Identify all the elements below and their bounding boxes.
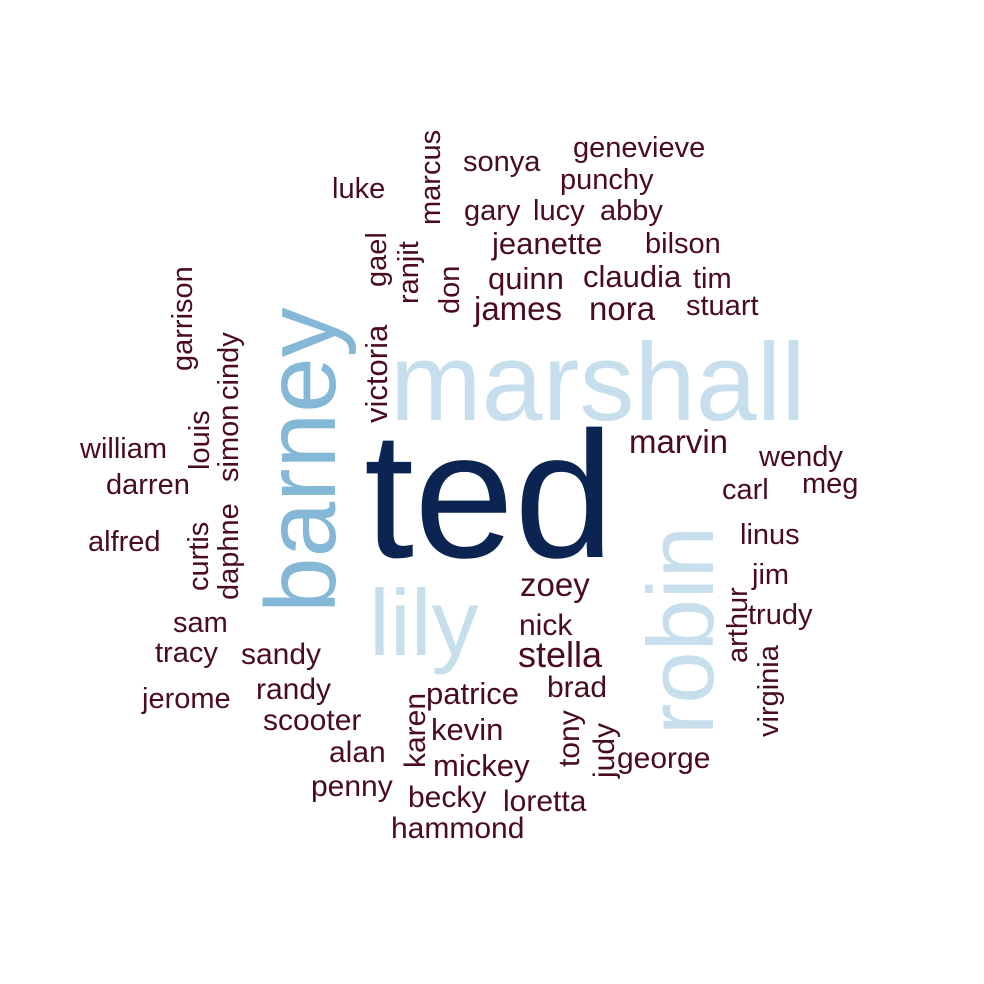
word-sam: sam [173, 607, 228, 639]
word-luke: luke [332, 173, 385, 205]
word-trudy: trudy [748, 599, 813, 631]
word-tony: tony [553, 710, 586, 767]
word-sandy: sandy [241, 638, 321, 671]
word-patrice: patrice [426, 676, 519, 711]
word-karen: karen [399, 693, 432, 768]
word-mickey: mickey [433, 748, 530, 783]
word-lily: lily [369, 570, 479, 675]
word-marcus: marcus [415, 130, 447, 225]
word-tracy: tracy [155, 637, 218, 669]
word-becky: becky [408, 781, 486, 814]
word-curtis: curtis [183, 522, 215, 591]
word-virginia: virginia [753, 644, 785, 737]
word-marshall: marshall [390, 321, 806, 444]
word-george: george [617, 742, 710, 775]
word-meg: meg [802, 468, 858, 500]
word-wendy: wendy [758, 441, 843, 473]
word-william: william [79, 433, 167, 465]
word-bilson: bilson [645, 228, 721, 260]
word-zoey: zoey [520, 566, 590, 603]
word-nora: nora [589, 290, 656, 327]
word-carl: carl [722, 474, 769, 506]
word-garrison: garrison [167, 266, 199, 371]
word-nick: nick [519, 609, 573, 642]
word-hammond: hammond [391, 812, 524, 845]
word-james: james [473, 290, 562, 327]
word-judy: judy [588, 723, 621, 779]
word-victoria: victoria [359, 324, 394, 423]
word-linus: linus [740, 519, 800, 551]
word-genevieve: genevieve [573, 132, 705, 164]
word-stuart: stuart [686, 290, 759, 322]
word-lucy: lucy [533, 195, 585, 227]
word-jim: jim [751, 559, 789, 591]
word-kevin: kevin [431, 712, 503, 747]
word-louis: louis [184, 410, 216, 470]
word-punchy: punchy [560, 164, 654, 196]
word-barney: barney [245, 307, 357, 613]
word-don: don [434, 266, 466, 314]
word-sonya: sonya [463, 146, 541, 178]
word-claudia: claudia [583, 259, 682, 294]
word-jeanette: jeanette [491, 226, 602, 261]
word-randy: randy [256, 673, 331, 706]
word-alfred: alfred [88, 526, 161, 558]
word-darren: darren [106, 469, 190, 501]
word-gary: gary [464, 195, 521, 227]
word-arthur: arthur [722, 587, 754, 663]
word-penny: penny [311, 770, 393, 803]
word-cindy: cindy [213, 332, 245, 400]
word-stella: stella [518, 634, 603, 675]
word-loretta: loretta [503, 785, 587, 818]
word-marvin: marvin [629, 423, 728, 460]
word-ranjit: ranjit [393, 241, 425, 304]
word-abby: abby [600, 195, 663, 227]
word-jerome: jerome [141, 683, 231, 715]
word-robin: robin [628, 526, 733, 735]
word-daphne: daphne [213, 503, 245, 600]
word-quinn: quinn [488, 261, 564, 296]
word-tim: tim [693, 263, 732, 295]
word-ted: ted [364, 395, 614, 596]
word-alan: alan [329, 736, 386, 769]
word-simon: simon [213, 405, 245, 482]
word-brad: brad [547, 671, 607, 704]
word-scooter: scooter [263, 704, 361, 737]
word-gael: gael [361, 232, 393, 287]
